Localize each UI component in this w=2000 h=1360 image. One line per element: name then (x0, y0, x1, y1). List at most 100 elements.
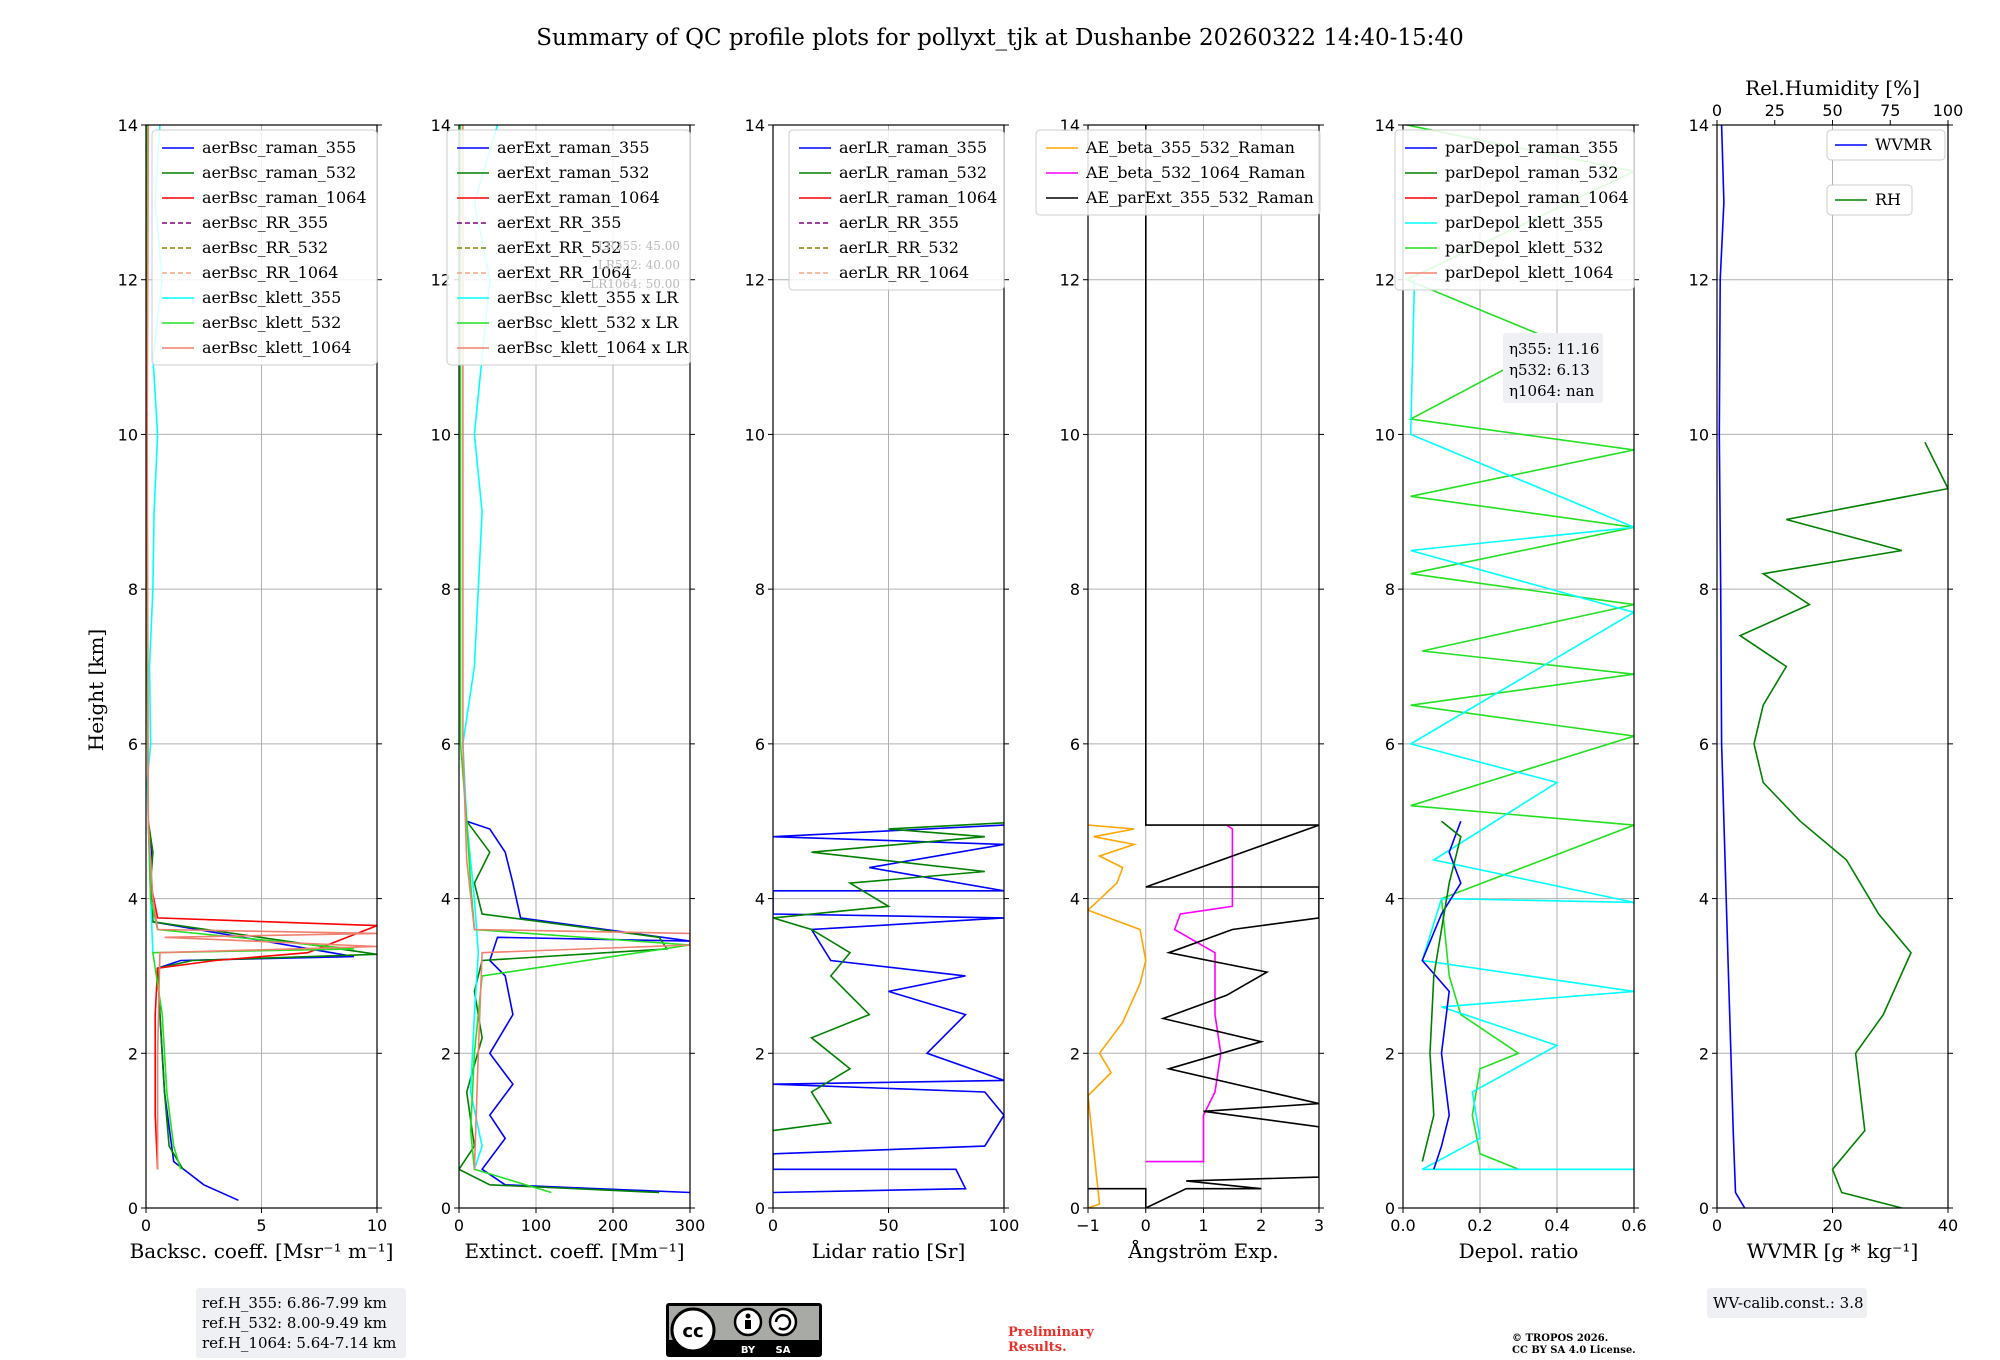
x-tick-label: 10 (367, 1216, 387, 1235)
y-tick-label: 10 (1689, 425, 1709, 444)
series-pardepol-raman-355 (1421, 820, 1462, 1170)
legend-label: parDepol_raman_532 (1445, 163, 1618, 182)
legend-label: aerBsc_RR_532 (202, 238, 328, 257)
legend-label: aerLR_raman_1064 (839, 188, 997, 207)
copyright-line1: © TROPOS 2026. (1512, 1333, 1608, 1344)
legend-box (1035, 129, 1321, 216)
legend-box (1826, 184, 1913, 216)
y-tick-label: 4 (128, 890, 138, 909)
series-group (773, 822, 1004, 1194)
y-tick-label: 6 (441, 735, 451, 754)
x-tick-label: 0 (141, 1216, 151, 1235)
panel-bsc: 0 2 4 6 8 10 12 14 0 5 10 Backsc. coeff. [Msr⁻¹ m⁻¹… (118, 116, 406, 1358)
info-box-line: WV-calib.const.: 3.8 (1713, 1294, 1864, 1312)
x-tick-label: 100 (989, 1216, 1020, 1235)
top-tick-label: 25 (1765, 101, 1785, 120)
axes-frame (458, 124, 691, 1209)
x-tick-label: 0 (454, 1216, 464, 1235)
y-tick-label: 14 (1375, 116, 1395, 135)
y-tick-label: 10 (1375, 425, 1395, 444)
x-tick-label: 0 (768, 1216, 778, 1235)
legend-label: AE_beta_355_532_Raman (1085, 138, 1295, 157)
y-tick-label: 10 (745, 425, 765, 444)
legend-label: aerExt_RR_532 (497, 238, 621, 257)
y-tick-label: 12 (118, 271, 138, 290)
series-pardepol-raman-532 (1421, 820, 1462, 1162)
panel-depol: 0 2 4 6 8 10 12 14 0.0 0.2 0.4 0.6 Depol. ratio parDe… (1375, 116, 1647, 1263)
legend-label: aerBsc_klett_1064 x LR (497, 338, 689, 357)
sa-icon-arc (774, 1314, 792, 1331)
y-tick-label: 6 (1070, 735, 1080, 754)
panel-lr: 0 2 4 6 8 10 12 14 0 50 100 Lidar ratio [Sr] aerLR_r… (745, 116, 1020, 1263)
panel-ext: 0 2 4 6 8 10 12 14 0 100 200 300 Extinct. coeff. [Mm… (431, 116, 706, 1263)
y-tick-label: 10 (118, 425, 138, 444)
y-tick-label: 14 (745, 116, 765, 135)
legend-box (1826, 129, 1946, 161)
legend-label: parDepol_raman_1064 (1445, 188, 1629, 207)
y-tick-label: 12 (1060, 271, 1080, 290)
y-tick-label: 0 (1070, 1199, 1080, 1218)
x-tick-label: 50 (878, 1216, 898, 1235)
y-tick-label: 2 (1070, 1044, 1080, 1063)
y-tick-label: 12 (1375, 271, 1395, 290)
eta-label: η355: 11.16 (1509, 340, 1599, 358)
series-aerbsc-klett-1064 x lr (462, 125, 690, 1170)
series-rh (1738, 441, 1948, 1208)
series-aerext-raman-532 (459, 820, 669, 1194)
series-group (1088, 125, 1319, 1208)
x-tick-label: 0.4 (1544, 1216, 1569, 1235)
x-tick-label: 20 (1822, 1216, 1842, 1235)
x-tick-label: 2 (1256, 1216, 1266, 1235)
y-tick-label: 4 (755, 890, 765, 909)
x-tick-label: 5 (256, 1216, 266, 1235)
x-tick-label: 1 (1198, 1216, 1208, 1235)
by-icon-head (745, 1313, 751, 1319)
legend-label: aerBsc_klett_355 x LR (497, 288, 679, 307)
axes-frame (1402, 124, 1635, 1209)
legend-label: aerBsc_klett_532 x LR (497, 313, 679, 332)
y-tick-label: 8 (1070, 580, 1080, 599)
y-tick-label: 6 (755, 735, 765, 754)
x-tick-label: 300 (675, 1216, 706, 1235)
x-axis-label: Depol. ratio (1459, 1239, 1579, 1263)
y-tick-label: 4 (1385, 890, 1395, 909)
sa-label: SA (776, 1345, 791, 1356)
figure-title: Summary of QC profile plots for pollyxt_… (536, 25, 1463, 51)
legend-label: aerBsc_raman_1064 (202, 188, 367, 207)
top-axis-label: Rel.Humidity [%] (1745, 76, 1920, 100)
series-aerbsc-klett-1064 (146, 125, 377, 1170)
x-axis-label: WVMR [g * kg⁻¹] (1747, 1239, 1919, 1263)
legend-label: RH (1875, 190, 1901, 209)
y-tick-label: 8 (1699, 580, 1709, 599)
y-tick-label: 0 (1385, 1199, 1395, 1218)
x-tick-label: −1 (1076, 1216, 1100, 1235)
x-tick-label: 0.2 (1467, 1216, 1492, 1235)
y-tick-label: 14 (118, 116, 138, 135)
x-tick-label: 3 (1314, 1216, 1324, 1235)
cc-icon (670, 1307, 716, 1353)
legend-label: WVMR (1875, 135, 1932, 154)
legend-label: aerBsc_klett_1064 (202, 338, 351, 357)
x-axis-label: Lidar ratio [Sr] (812, 1239, 966, 1263)
series-aerbsc-raman-1064 (147, 821, 377, 1170)
top-tick-label: 50 (1822, 101, 1842, 120)
cc-icon-text: cc (682, 1321, 703, 1342)
y-tick-label: 4 (1699, 890, 1709, 909)
y-tick-label: 6 (1699, 735, 1709, 754)
series-ae-parext-355-532-raman (1088, 125, 1319, 1208)
info-box (1707, 1288, 1867, 1318)
series-pardepol-klett-355 (1408, 279, 1634, 1171)
x-tick-label: 0.6 (1621, 1216, 1646, 1235)
lr-annotation: LR1064: 50.00 (590, 277, 680, 291)
series-aerlr-raman-532 (773, 822, 1004, 1132)
y-tick-label: 4 (441, 890, 451, 909)
y-tick-label: 4 (1070, 890, 1080, 909)
legend-label: aerExt_raman_532 (497, 163, 650, 182)
x-tick-label: 0 (1712, 1216, 1722, 1235)
series-group (1718, 125, 1948, 1208)
info-box-line: ref.H_355: 6.86-7.99 km (202, 1294, 387, 1312)
y-tick-label: 2 (1699, 1044, 1709, 1063)
copyright-line2: CC BY SA 4.0 License. (1512, 1345, 1636, 1356)
series-group (146, 125, 377, 1202)
